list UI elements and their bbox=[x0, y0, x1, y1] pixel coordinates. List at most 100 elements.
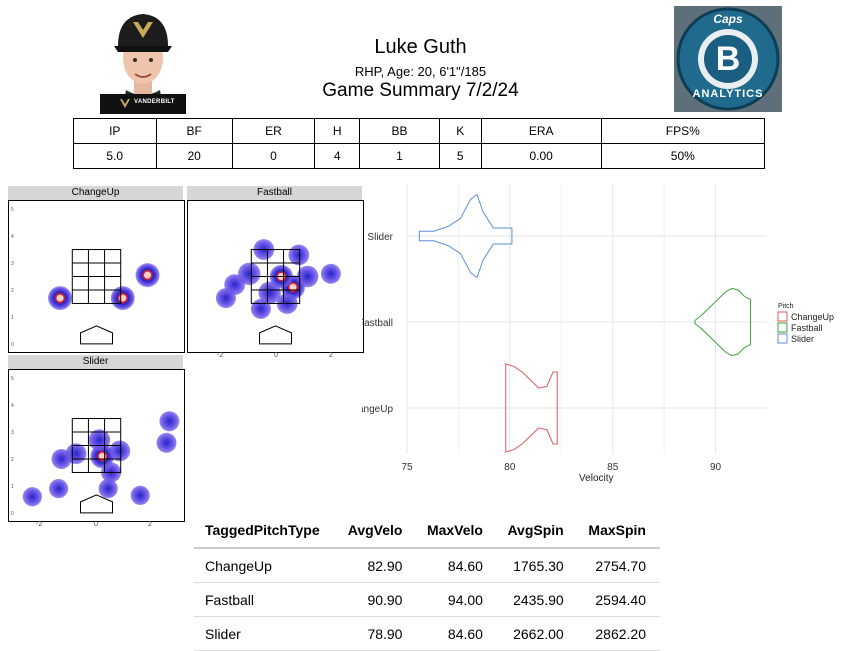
legend-label: ChangeUp bbox=[791, 312, 834, 322]
strike-zone bbox=[71, 418, 122, 473]
player-info: RHP, Age: 20, 6'1"/185 bbox=[354, 64, 487, 79]
summary-cell: 2662.00 bbox=[496, 616, 578, 651]
density-point bbox=[130, 485, 150, 505]
stats-value-bf: 20 bbox=[155, 143, 233, 169]
summary-cell: 84.60 bbox=[416, 616, 497, 651]
heat-y-tick: 5 bbox=[11, 376, 14, 382]
fastball-x-axis: -2 0 2 bbox=[187, 352, 364, 364]
density-point bbox=[51, 448, 72, 469]
heat-y-tick: 1 bbox=[11, 484, 14, 490]
fastball-x-tick: 2 bbox=[329, 352, 333, 359]
caps-analytics-logo: Caps B ANALYTICS bbox=[674, 6, 782, 112]
stats-header-er: ER bbox=[231, 118, 316, 144]
summary-header-avgvelo: AvgVelo bbox=[337, 513, 417, 549]
stats-value-bb: 1 bbox=[359, 143, 440, 169]
logo-letter: B bbox=[715, 40, 741, 78]
stats-header-ip: IP bbox=[73, 118, 157, 144]
summary-cell: 84.60 bbox=[416, 548, 497, 583]
stats-value-k: 5 bbox=[438, 143, 482, 169]
slider-panel-title: Slider bbox=[8, 355, 183, 369]
violin-y-label: Fastball bbox=[362, 318, 393, 329]
legend-label: Slider bbox=[791, 334, 814, 344]
headshot-caption: VANDERBILT bbox=[134, 99, 175, 105]
home-plate bbox=[80, 325, 113, 345]
summary-cell: Fastball bbox=[194, 582, 338, 617]
stats-header-row: IP BF ER H BB K ERA FPS% bbox=[73, 118, 766, 144]
heat-y-tick: 4 bbox=[11, 403, 14, 409]
heat-y-tick: 3 bbox=[11, 261, 14, 267]
summary-row-slider: Slider 78.90 84.60 2662.00 2862.20 bbox=[194, 616, 660, 651]
density-point bbox=[109, 440, 131, 462]
density-point bbox=[22, 487, 42, 507]
stats-value-er: 0 bbox=[231, 143, 316, 169]
summary-header-avgspin: AvgSpin bbox=[496, 513, 578, 549]
violin-x-tick: 90 bbox=[710, 462, 722, 473]
stats-value-era: 0.00 bbox=[480, 143, 602, 169]
heat-y-tick: 2 bbox=[11, 288, 14, 294]
density-point bbox=[258, 281, 281, 304]
violin-x-tick: 80 bbox=[504, 462, 516, 473]
density-point bbox=[88, 429, 111, 451]
summary-cell: 78.90 bbox=[337, 616, 417, 651]
density-core bbox=[289, 283, 297, 291]
slider-x-tick: 2 bbox=[148, 521, 152, 528]
stats-value-fps: 50% bbox=[600, 143, 766, 169]
changeup-heatmap: 0 1 2 3 4 5 bbox=[11, 207, 160, 348]
legend-title: Pitch bbox=[778, 303, 794, 310]
summary-cell: 2594.40 bbox=[577, 582, 660, 617]
violin-y-label: ChangeUp bbox=[362, 404, 393, 415]
slider-x-tick: -2 bbox=[36, 521, 43, 528]
slider-heatmap: 0 1 2 3 4 5 bbox=[11, 376, 180, 517]
heat-y-tick: 0 bbox=[11, 511, 14, 517]
violin-changeup bbox=[505, 363, 558, 453]
summary-header-maxspin: MaxSpin bbox=[577, 513, 660, 549]
fastball-panel-title: Fastball bbox=[187, 186, 362, 200]
player-headshot: VANDERBILT bbox=[100, 8, 186, 114]
game-summary-title: Game Summary 7/2/24 bbox=[322, 80, 519, 101]
changeup-panel: 0 1 2 3 4 5 bbox=[8, 200, 185, 353]
fastball-panel bbox=[187, 200, 364, 353]
violin-slider bbox=[418, 193, 513, 279]
stats-header-bb: BB bbox=[359, 118, 440, 144]
density-point bbox=[288, 244, 310, 266]
density-point bbox=[296, 265, 319, 288]
fastball-x-tick: 0 bbox=[274, 352, 278, 359]
stats-value-h: 4 bbox=[314, 143, 361, 169]
summary-header-type: TaggedPitchType bbox=[194, 513, 338, 549]
stats-header-bf: BF bbox=[155, 118, 233, 144]
changeup-panel-title: ChangeUp bbox=[8, 186, 183, 200]
violin-y-label: Slider bbox=[367, 232, 393, 243]
summary-header-maxvelo: MaxVelo bbox=[416, 513, 497, 549]
summary-cell: 2435.90 bbox=[496, 582, 578, 617]
heat-y-tick: 0 bbox=[11, 342, 14, 348]
stats-header-fps: FPS% bbox=[600, 118, 766, 144]
logo-top-text: Caps bbox=[713, 12, 743, 26]
summary-row-fastball: Fastball 90.90 94.00 2435.90 2594.40 bbox=[194, 582, 660, 617]
stats-header-era: ERA bbox=[480, 118, 602, 144]
violin-x-tick: 85 bbox=[607, 462, 619, 473]
strike-zone bbox=[71, 249, 122, 304]
legend-swatch bbox=[777, 311, 788, 322]
heat-y-tick: 4 bbox=[11, 234, 14, 240]
strike-zone bbox=[250, 249, 301, 304]
summary-cell: ChangeUp bbox=[194, 548, 338, 583]
density-core bbox=[144, 271, 152, 279]
density-point bbox=[215, 288, 236, 309]
violin-fastball bbox=[694, 287, 752, 357]
density-point bbox=[156, 432, 177, 453]
fastball-x-tick: -2 bbox=[217, 352, 224, 359]
grid bbox=[406, 184, 767, 454]
summary-cell: 82.90 bbox=[337, 548, 417, 583]
summary-cell: 2862.20 bbox=[577, 616, 660, 651]
slider-x-tick: 0 bbox=[94, 521, 98, 528]
heat-y-tick: 2 bbox=[11, 457, 14, 463]
heat-y-tick: 5 bbox=[11, 207, 14, 213]
summary-cell: 94.00 bbox=[416, 582, 497, 617]
summary-cell: 1765.30 bbox=[496, 548, 578, 583]
slider-x-axis: -2 0 2 bbox=[8, 521, 185, 533]
legend-swatch bbox=[777, 322, 788, 333]
fastball-heatmap bbox=[215, 239, 341, 345]
density-point bbox=[320, 263, 341, 284]
summary-header-row: TaggedPitchType AvgVelo MaxVelo AvgSpin … bbox=[194, 513, 660, 549]
